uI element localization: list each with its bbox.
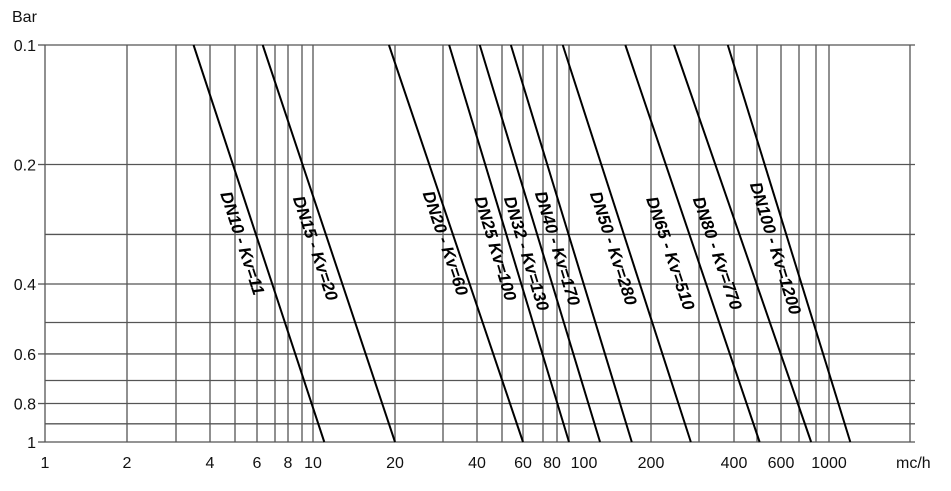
y-tick-label: 1 — [27, 435, 36, 452]
series-line — [726, 44, 852, 443]
x-tick-label: 1 — [41, 455, 50, 472]
series-lines — [192, 44, 852, 443]
x-tick-label: 200 — [638, 455, 665, 472]
series-line — [509, 44, 633, 443]
x-axis-label: mc/h — [896, 455, 931, 472]
y-tick-label: 0.6 — [14, 347, 36, 364]
series-line — [624, 44, 761, 443]
series-label: DN15 - Kv=20 — [289, 193, 342, 303]
x-tick-label: 4 — [206, 455, 215, 472]
y-tick-label: 0.2 — [14, 158, 36, 175]
y-tick-label: 0.4 — [14, 277, 36, 294]
y-axis-label: Bar — [12, 9, 38, 26]
series-label: DN50 - Kv=280 — [586, 189, 641, 308]
x-tick-label: 6 — [253, 455, 262, 472]
x-tick-label: 2 — [123, 455, 132, 472]
series-label: DN20 - Kv=60 — [419, 188, 472, 298]
series-line — [673, 44, 813, 443]
x-tick-label: 8 — [284, 455, 293, 472]
x-tick-label: 60 — [514, 455, 532, 472]
x-tick-label: 400 — [721, 455, 748, 472]
series-line — [448, 44, 570, 443]
series-line — [478, 44, 601, 443]
series-label: DN80 - Kv=770 — [689, 194, 746, 313]
series-line — [561, 44, 692, 443]
x-tick-label: 40 — [468, 455, 486, 472]
x-tick-label: 10 — [304, 455, 322, 472]
series-line — [192, 44, 326, 443]
y-tick-label: 0.1 — [14, 38, 36, 55]
grid — [44, 44, 915, 443]
series-line — [387, 44, 524, 443]
tick-labels: 1 2 4 6 8 10 20 40 60 80 100 200 400 600 1000 1 0.8 0.6 0.… — [14, 38, 847, 472]
x-tick-label: 20 — [386, 455, 404, 472]
x-tick-label: 600 — [768, 455, 795, 472]
y-tick-label: 0.8 — [14, 397, 36, 414]
x-tick-label: 80 — [543, 455, 561, 472]
x-tick-label: 1000 — [811, 455, 847, 472]
series-line — [261, 44, 396, 443]
x-tick-label: 100 — [571, 455, 598, 472]
series-label: DN10 - Kv=11 — [216, 189, 268, 297]
